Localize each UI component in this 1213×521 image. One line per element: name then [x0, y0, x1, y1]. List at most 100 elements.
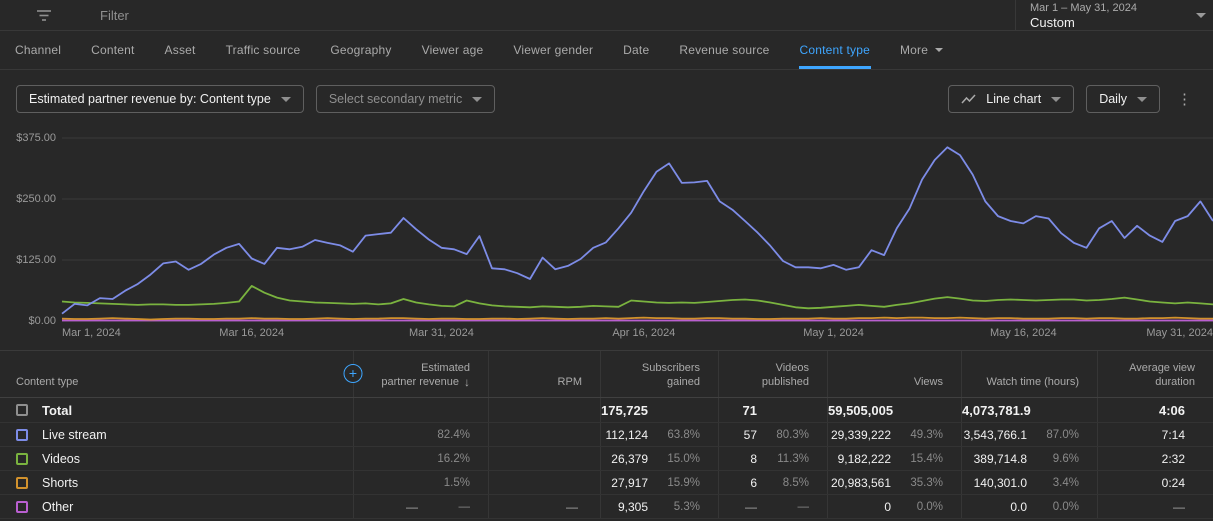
date-mode-text: Custom — [1030, 15, 1075, 30]
table-row-videos[interactable]: Videos 16.2% 26,379 15.0% 8 11.3% 9,182,222 15.… — [0, 447, 1213, 471]
tab-channel[interactable]: Channel — [0, 31, 76, 69]
table-row-other[interactable]: Other — — —9,305 5.3% — —0 0.0% 0.0 0.0% — — [0, 495, 1213, 519]
chevron-down-icon — [1137, 96, 1147, 102]
chevron-down-icon — [1051, 96, 1062, 102]
tab-content-type[interactable]: Content type — [785, 31, 885, 69]
filter-input[interactable] — [100, 0, 700, 30]
cell-subs: 27,917 15.9% — [600, 471, 718, 494]
total-row-label: Total — [42, 402, 73, 418]
tab-traffic-source[interactable]: Traffic source — [211, 31, 316, 69]
dimension-tabs: Channel Content Asset Traffic source Geograp… — [0, 31, 1213, 70]
revenue-header-line2: partner revenue — [381, 376, 459, 388]
tab-date[interactable]: Date — [608, 31, 664, 69]
cell-videos: 57 80.3% — [718, 423, 827, 446]
chart-canvas — [61, 137, 1213, 322]
row-checkbox[interactable] — [16, 476, 28, 489]
cell-videos: 6 8.5% — [718, 471, 827, 494]
cell-revenue: — — — [353, 495, 488, 518]
total-views-cell: 59,505,005 — [827, 398, 961, 422]
tab-label: Content — [91, 43, 135, 57]
primary-metric-select[interactable]: Estimated partner revenue by: Content ty… — [16, 85, 304, 113]
chart-controls-right: Line chart Daily ⋮ — [948, 85, 1197, 113]
y-axis-tick-label: $125.00 — [16, 254, 56, 266]
tab-asset[interactable]: Asset — [150, 31, 211, 69]
interval-label: Daily — [1099, 92, 1127, 106]
cell-subs: 9,305 5.3% — [600, 495, 718, 518]
table-row-shorts[interactable]: Shorts 1.5% 27,917 15.9% 6 8.5% 20,983,561 35.3… — [0, 471, 1213, 495]
tab-content[interactable]: Content — [76, 31, 149, 69]
tab-label: Revenue source — [679, 43, 770, 57]
sort-desc-icon: ↓ — [464, 375, 470, 389]
primary-metric-label: Estimated partner revenue by: Content ty… — [29, 92, 271, 106]
cell-rpm: — — [488, 495, 600, 518]
x-axis-tick-label: Mar 31, 2024 — [409, 327, 474, 339]
date-range-picker[interactable]: Mar 1 – May 31, 2024 Custom — [1030, 2, 1137, 30]
cell-avg-view-duration: 0:24 — [1097, 471, 1213, 494]
table-header-row: Content type Estimated partner revenue ↓… — [0, 351, 1213, 398]
row-checkbox[interactable] — [16, 452, 28, 465]
cell-avg-view-duration: — — [1097, 495, 1213, 518]
chevron-down-icon — [280, 96, 291, 102]
line-chart-icon — [961, 93, 976, 104]
column-header-avg-view-duration[interactable]: Average view duration — [1097, 351, 1213, 397]
content-type-header-label: Content type — [16, 376, 79, 388]
total-avg-cell: 4:06 — [1097, 398, 1213, 422]
table-row-live-stream[interactable]: Live stream 82.4% 112,124 63.8% 57 80.3% 29,33… — [0, 423, 1213, 447]
x-axis-tick-label: Apr 16, 2024 — [612, 327, 676, 339]
column-header-revenue[interactable]: Estimated partner revenue ↓ — [353, 351, 488, 397]
cell-rpm — [488, 423, 600, 446]
total-rpm-cell — [488, 398, 600, 422]
cell-videos: 8 11.3% — [718, 447, 827, 470]
row-label: Other — [42, 499, 74, 514]
series-line-videos — [61, 284, 1213, 310]
tab-label: Content type — [799, 43, 870, 57]
cell-videos: — — — [718, 495, 827, 518]
y-axis-tick-label: $375.00 — [16, 132, 56, 144]
cell-subs: 112,124 63.8% — [600, 423, 718, 446]
table-total-row[interactable]: Total 175,725 71 59,505,005 4,073,781.9 … — [0, 398, 1213, 423]
tab-viewer-gender[interactable]: Viewer gender — [498, 31, 608, 69]
column-header-watch-time[interactable]: Watch time (hours) — [961, 351, 1097, 397]
tab-geography[interactable]: Geography — [315, 31, 406, 69]
avg-header-line2: duration — [1155, 376, 1195, 388]
tab-label: Viewer age — [421, 43, 484, 57]
row-label: Shorts — [42, 475, 79, 490]
column-header-views[interactable]: Views — [827, 351, 961, 397]
add-column-icon[interactable]: + — [343, 364, 363, 383]
cell-watch: 389,714.8 9.6% — [961, 447, 1097, 470]
chart-type-select[interactable]: Line chart — [948, 85, 1075, 113]
total-row-checkbox[interactable] — [16, 404, 28, 416]
tab-revenue-source[interactable]: Revenue source — [664, 31, 784, 69]
cell-revenue: 82.4% — [353, 423, 488, 446]
tab-more-label: More — [899, 43, 929, 57]
series-line-live-stream — [61, 146, 1213, 315]
secondary-metric-select[interactable]: Select secondary metric — [315, 85, 496, 113]
column-header-videos-published[interactable]: Videos published — [718, 351, 827, 397]
interval-select[interactable]: Daily — [1086, 85, 1160, 113]
videos-header-line1: Videos — [775, 362, 809, 374]
tab-label: Traffic source — [225, 43, 301, 57]
kebab-menu-icon[interactable]: ⋮ — [1177, 90, 1192, 108]
series-line-shorts — [61, 316, 1213, 321]
column-header-rpm[interactable]: RPM — [488, 351, 600, 397]
videos-header-line2: published — [761, 376, 809, 388]
rpm-header-label: RPM — [557, 376, 582, 388]
total-videos-cell: 71 — [718, 398, 827, 422]
tab-label: Viewer gender — [513, 43, 594, 57]
row-checkbox[interactable] — [16, 428, 28, 441]
x-axis-tick-label: May 16, 2024 — [989, 327, 1057, 339]
row-checkbox[interactable] — [16, 500, 28, 513]
column-header-subscribers[interactable]: Subscribers gained — [600, 351, 718, 397]
tab-more[interactable]: More — [885, 31, 958, 69]
cell-revenue: 16.2% — [353, 447, 488, 470]
tab-viewer-age[interactable]: Viewer age — [407, 31, 499, 69]
subs-header-line2: gained — [666, 376, 700, 388]
tab-label: Geography — [330, 43, 392, 57]
total-revenue-cell — [353, 398, 488, 422]
cell-avg-view-duration: 7:14 — [1097, 423, 1213, 446]
cell-views: 9,182,222 15.4% — [827, 447, 961, 470]
date-picker-chevron-down-icon[interactable] — [1196, 13, 1206, 18]
x-axis-tick-label: May 31, 2024 — [1146, 327, 1213, 339]
cell-views: 20,983,561 35.3% — [827, 471, 961, 494]
filter-bar: Mar 1 – May 31, 2024 Custom — [0, 0, 1213, 31]
